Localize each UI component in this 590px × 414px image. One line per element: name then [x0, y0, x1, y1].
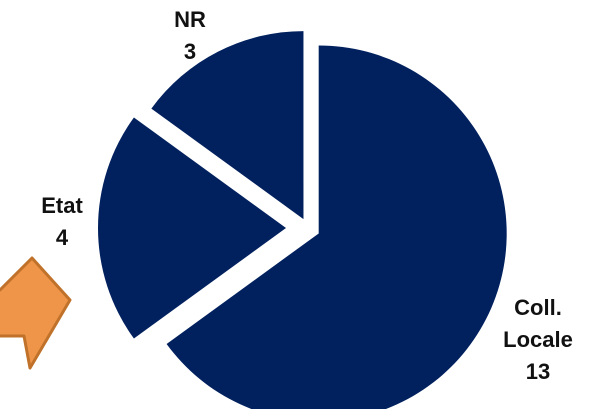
slice-label-coll-locale: Coll. Locale 13	[488, 292, 588, 388]
slice-name-coll-locale-line2: Locale	[503, 327, 573, 352]
slice-value-coll-locale: 13	[525, 359, 551, 384]
slice-coll-locale	[166, 45, 507, 414]
slice-label-nr: NR 3	[150, 4, 230, 68]
slice-name-etat: Etat	[41, 193, 83, 218]
slice-etat	[97, 117, 286, 339]
slice-value-nr: 3	[183, 39, 197, 64]
slice-value-etat: 4	[55, 225, 69, 250]
slice-nr	[151, 31, 304, 220]
slice-label-etat: Etat 4	[22, 190, 102, 254]
slice-name-coll-locale-line1: Coll.	[514, 295, 562, 320]
slice-name-nr: NR	[174, 7, 206, 32]
orange-arrow-icon	[0, 256, 72, 370]
